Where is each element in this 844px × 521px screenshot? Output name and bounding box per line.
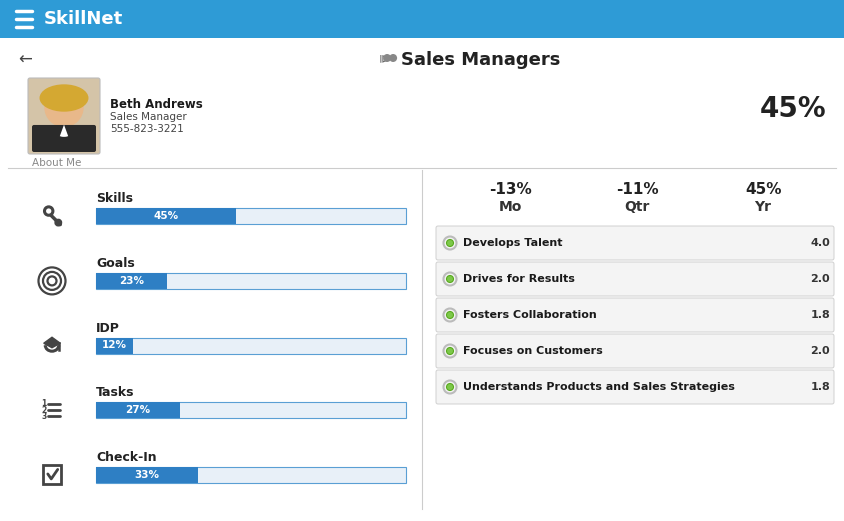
- FancyBboxPatch shape: [0, 0, 844, 38]
- Circle shape: [446, 348, 453, 354]
- FancyBboxPatch shape: [32, 125, 96, 152]
- Text: Understands Products and Sales Strategies: Understands Products and Sales Strategie…: [463, 382, 735, 392]
- Text: 2.0: 2.0: [810, 346, 830, 356]
- Text: 45%: 45%: [744, 182, 782, 197]
- FancyBboxPatch shape: [96, 208, 235, 225]
- FancyBboxPatch shape: [96, 208, 406, 225]
- Text: Beth Andrews: Beth Andrews: [110, 98, 203, 111]
- FancyBboxPatch shape: [436, 226, 834, 260]
- Text: 23%: 23%: [119, 276, 144, 286]
- FancyBboxPatch shape: [96, 467, 198, 482]
- Text: 12%: 12%: [102, 341, 127, 351]
- FancyBboxPatch shape: [436, 298, 834, 332]
- Wedge shape: [60, 125, 68, 137]
- Text: Develops Talent: Develops Talent: [463, 238, 562, 248]
- FancyBboxPatch shape: [436, 262, 834, 296]
- Ellipse shape: [40, 84, 89, 111]
- Circle shape: [446, 240, 453, 246]
- Text: 33%: 33%: [135, 470, 160, 480]
- Text: Check-In: Check-In: [96, 451, 157, 464]
- Text: Focuses on Customers: Focuses on Customers: [463, 346, 603, 356]
- Text: Sales Manager: Sales Manager: [110, 112, 187, 122]
- Text: Tasks: Tasks: [96, 386, 134, 399]
- Text: 2: 2: [41, 406, 46, 415]
- Text: Sales Managers: Sales Managers: [401, 51, 560, 69]
- FancyBboxPatch shape: [96, 467, 406, 482]
- Text: Fosters Collaboration: Fosters Collaboration: [463, 310, 597, 320]
- FancyBboxPatch shape: [28, 78, 100, 154]
- Circle shape: [389, 54, 398, 62]
- Text: -11%: -11%: [615, 182, 658, 197]
- Circle shape: [446, 312, 453, 318]
- FancyBboxPatch shape: [96, 338, 406, 354]
- FancyBboxPatch shape: [436, 370, 834, 404]
- Text: 27%: 27%: [125, 405, 150, 415]
- Polygon shape: [44, 337, 60, 348]
- Text: 2.0: 2.0: [810, 274, 830, 284]
- FancyBboxPatch shape: [96, 273, 167, 289]
- Text: Skills: Skills: [96, 192, 133, 205]
- Text: Mo: Mo: [500, 200, 522, 214]
- Ellipse shape: [44, 88, 84, 127]
- Text: ⧐: ⧐: [379, 53, 391, 66]
- FancyBboxPatch shape: [96, 338, 133, 354]
- Text: 1.8: 1.8: [810, 310, 830, 320]
- Text: Yr: Yr: [755, 200, 771, 214]
- FancyBboxPatch shape: [436, 334, 834, 368]
- Text: SkillNet: SkillNet: [44, 10, 123, 28]
- Circle shape: [383, 54, 391, 62]
- Text: 45%: 45%: [154, 212, 178, 221]
- Circle shape: [446, 276, 453, 282]
- Text: 3: 3: [41, 412, 46, 421]
- Text: Qtr: Qtr: [625, 200, 650, 214]
- Text: ←: ←: [18, 51, 32, 69]
- FancyBboxPatch shape: [96, 402, 406, 418]
- Text: -13%: -13%: [490, 182, 533, 197]
- Text: 1: 1: [41, 399, 46, 408]
- Text: Goals: Goals: [96, 257, 135, 270]
- Text: IDP: IDP: [96, 321, 120, 334]
- Text: 555-823-3221: 555-823-3221: [110, 124, 184, 134]
- Text: 4.0: 4.0: [810, 238, 830, 248]
- Text: Drives for Results: Drives for Results: [463, 274, 575, 284]
- Text: 45%: 45%: [760, 95, 826, 123]
- FancyBboxPatch shape: [96, 273, 406, 289]
- Text: 1.8: 1.8: [810, 382, 830, 392]
- Circle shape: [446, 383, 453, 391]
- Text: About Me: About Me: [32, 158, 81, 168]
- FancyBboxPatch shape: [96, 402, 180, 418]
